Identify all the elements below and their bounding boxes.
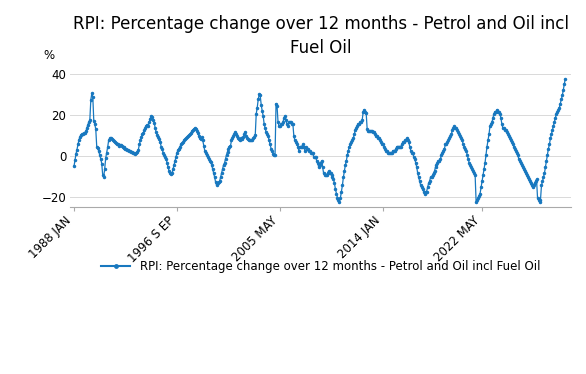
- Title: RPI: Percentage change over 12 months - Petrol and Oil incl
Fuel Oil: RPI: Percentage change over 12 months - …: [73, 15, 568, 56]
- Text: %: %: [43, 49, 54, 62]
- Legend: RPI: Percentage change over 12 months - Petrol and Oil incl Fuel Oil: RPI: Percentage change over 12 months - …: [96, 256, 545, 278]
